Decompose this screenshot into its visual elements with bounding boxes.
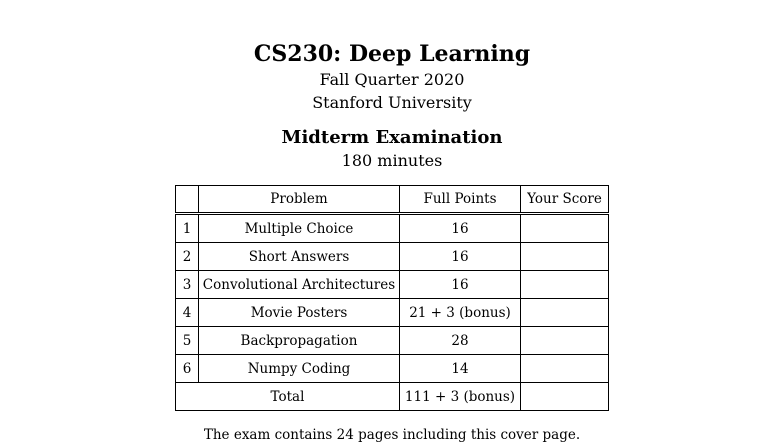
problem-number: 2 (175, 242, 199, 271)
score-cell (520, 270, 609, 299)
full-points: 16 (399, 270, 521, 299)
total-row: Total 111 + 3 (bonus) (175, 382, 609, 411)
full-points: 16 (399, 213, 521, 243)
table-row: 6 Numpy Coding 14 (175, 354, 609, 383)
problem-number: 3 (175, 270, 199, 299)
header-problem: Problem (198, 185, 400, 215)
problem-name: Backpropagation (198, 326, 400, 355)
term: Fall Quarter 2020 (319, 70, 465, 89)
total-points: 111 + 3 (bonus) (399, 382, 521, 411)
problem-name: Movie Posters (198, 298, 400, 327)
exam-duration: 180 minutes (341, 151, 443, 170)
header-number (175, 185, 199, 215)
table-row: 5 Backpropagation 28 (175, 326, 609, 355)
table-row: 2 Short Answers 16 (175, 242, 609, 271)
total-label: Total (175, 382, 400, 411)
university: Stanford University (312, 93, 472, 112)
total-score (520, 382, 609, 411)
score-cell (520, 242, 609, 271)
problem-name: Convolutional Architectures (198, 270, 400, 299)
problem-name: Multiple Choice (198, 213, 400, 243)
full-points: 16 (399, 242, 521, 271)
exam-title: Midterm Examination (281, 127, 503, 148)
problem-number: 5 (175, 326, 199, 355)
full-points: 28 (399, 326, 521, 355)
problem-name: Short Answers (198, 242, 400, 271)
score-cell (520, 298, 609, 327)
problem-name: Numpy Coding (198, 354, 400, 383)
score-cell (520, 213, 609, 243)
table-row: 1 Multiple Choice 16 (175, 213, 609, 243)
problem-number: 4 (175, 298, 199, 327)
score-cell (520, 326, 609, 355)
problem-number: 6 (175, 354, 199, 383)
score-table: Problem Full Points Your Score 1 Multiple… (175, 185, 609, 411)
page-count-note: The exam contains 24 pages including thi… (203, 427, 581, 443)
full-points: 21 + 3 (bonus) (399, 298, 521, 327)
table-header-row: Problem Full Points Your Score (175, 185, 609, 215)
full-points: 14 (399, 354, 521, 383)
problem-number: 1 (175, 213, 199, 243)
table-row: 3 Convolutional Architectures 16 (175, 270, 609, 299)
header-your-score: Your Score (520, 185, 609, 215)
score-cell (520, 354, 609, 383)
header-full-points: Full Points (399, 185, 521, 215)
table-row: 4 Movie Posters 21 + 3 (bonus) (175, 298, 609, 327)
course-title: CS230: Deep Learning (253, 41, 531, 67)
